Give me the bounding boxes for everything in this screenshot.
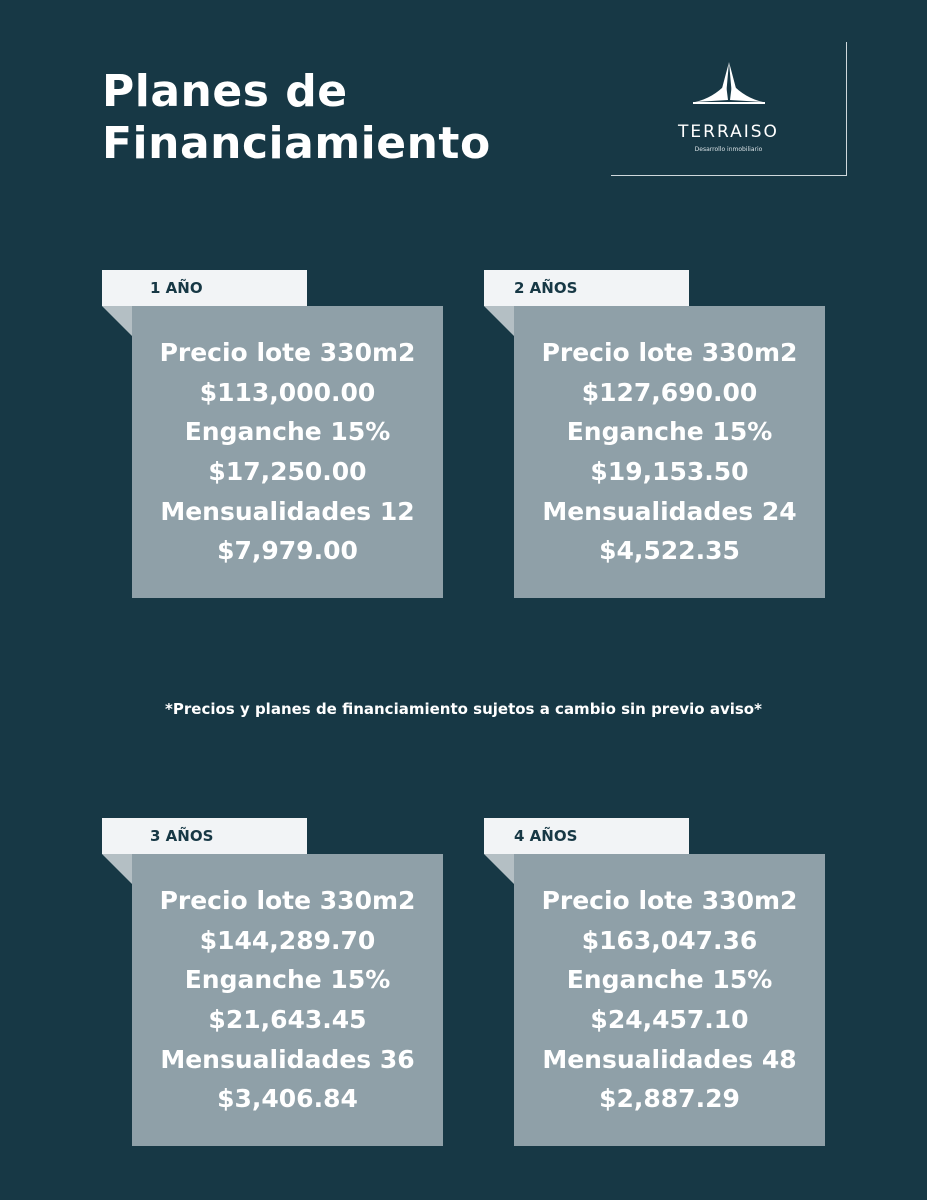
monthly-payments-label: Mensualidades 12 — [160, 496, 415, 526]
lot-price-label: Precio lote 330m2 — [159, 885, 416, 915]
down-payment-value: $17,250.00 — [208, 457, 367, 486]
plan-details: Precio lote 330m2 $127,690.00 Enganche 1… — [514, 306, 825, 598]
down-payment-label: Enganche 15% — [566, 417, 773, 447]
down-payment-value: $19,153.50 — [590, 457, 749, 486]
terraiso-logo-icon — [693, 62, 765, 104]
disclaimer-note: *Precios y planes de financiamiento suje… — [165, 700, 762, 718]
plan-card-4: 4 AÑOS Precio lote 330m2 $163,047.36 Eng… — [484, 818, 826, 1148]
title-line-1: Planes de — [102, 66, 348, 117]
down-payment-label: Enganche 15% — [184, 965, 391, 995]
plan-tab-label: 3 AÑOS — [102, 818, 307, 854]
down-payment-label: Enganche 15% — [566, 965, 773, 995]
plan-details: Precio lote 330m2 $113,000.00 Enganche 1… — [132, 306, 443, 598]
tab-fold — [102, 854, 132, 884]
down-payment-label: Enganche 15% — [184, 417, 391, 447]
lot-price-value: $113,000.00 — [199, 377, 376, 407]
lot-price-value: $144,289.70 — [199, 925, 376, 955]
monthly-payment-value: $7,979.00 — [217, 536, 358, 566]
down-payment-value: $21,643.45 — [208, 1005, 367, 1034]
lot-price-value: $127,690.00 — [581, 377, 758, 407]
tab-fold — [484, 306, 514, 336]
down-payment-value: $24,457.10 — [590, 1005, 749, 1034]
title-line-2: Financiamiento — [102, 118, 491, 169]
plan-card-1: 1 AÑO Precio lote 330m2 $113,000.00 Enga… — [102, 270, 444, 600]
lot-price-value: $163,047.36 — [581, 925, 758, 955]
monthly-payment-value: $4,522.35 — [599, 536, 740, 566]
tab-fold — [484, 854, 514, 884]
plan-card-2: 2 AÑOS Precio lote 330m2 $127,690.00 Eng… — [484, 270, 826, 600]
plan-tab-label: 4 AÑOS — [484, 818, 689, 854]
plan-details: Precio lote 330m2 $144,289.70 Enganche 1… — [132, 854, 443, 1146]
brand-tagline: Desarrollo inmobiliario — [694, 146, 763, 153]
monthly-payment-value: $3,406.84 — [217, 1084, 358, 1114]
plan-tab-label: 1 AÑO — [102, 270, 307, 306]
monthly-payments-label: Mensualidades 24 — [542, 496, 797, 526]
monthly-payments-label: Mensualidades 48 — [542, 1044, 797, 1074]
plan-details: Precio lote 330m2 $163,047.36 Enganche 1… — [514, 854, 825, 1146]
monthly-payment-value: $2,887.29 — [599, 1084, 740, 1114]
lot-price-label: Precio lote 330m2 — [541, 885, 798, 915]
lot-price-label: Precio lote 330m2 — [541, 337, 798, 367]
lot-price-label: Precio lote 330m2 — [159, 337, 416, 367]
monthly-payments-label: Mensualidades 36 — [160, 1044, 415, 1074]
page-title: Planes de Financiamiento — [102, 66, 491, 170]
plan-tab-label: 2 AÑOS — [484, 270, 689, 306]
brand-name: TERRAISO — [678, 122, 779, 142]
plan-card-3: 3 AÑOS Precio lote 330m2 $144,289.70 Eng… — [102, 818, 444, 1148]
tab-fold — [102, 306, 132, 336]
brand-logo: TERRAISO Desarrollo inmobiliario — [611, 42, 847, 176]
